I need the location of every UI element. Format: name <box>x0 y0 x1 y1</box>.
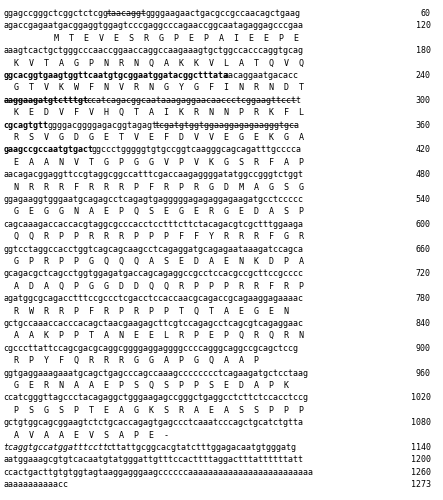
Text: ggagccgggctcggctctcgg: ggagccgggctcggctctcgg <box>4 9 109 18</box>
Text: taacaggt: taacaggt <box>106 9 146 18</box>
Text: N  R  R  R  F  R  R  R  P  F  R  P  R  G  D  M  A  G  S  G: N R R R F R R R P F R P R G D M A G S G <box>4 182 303 192</box>
Text: 360: 360 <box>416 120 431 130</box>
Text: ggccctgggggtgtgccggtcaagggcagcagatttgcccca: ggccctgggggtgtgccggtcaagggcagcagatttgccc… <box>91 146 301 154</box>
Text: G  P  R  P  P  G  Q  Q  Q  A  S  E  D  A  E  N  K  D  P  A: G P R P P G Q Q Q A S E D A E N K D P A <box>4 257 303 266</box>
Text: 1260: 1260 <box>411 468 431 477</box>
Text: A  A  K  P  P  T  A  N  E  E  L  R  P  E  P  Q  R  Q  R  N: A A K P P T A N E E L R P E P Q R Q R N <box>4 332 303 340</box>
Text: 600: 600 <box>416 220 431 229</box>
Text: tcaggtgccatggatttcctt: tcaggtgccatggatttcctt <box>4 443 109 452</box>
Text: cgcccttattccagcgacgcaggcggggaggaggggccccagggcaggccgcagctccg: cgcccttattccagcgacgcaggcggggaggaggggcccc… <box>4 344 299 353</box>
Text: G  E  G  G  N  A  E  P  Q  S  E  G  E  R  G  E  D  A  S  P: G E G G N A E P Q S E G E R G E D A S P <box>4 208 303 216</box>
Text: P  S  G  S  P  T  E  A  G  K  S  R  A  E  A  S  S  P  P  P: P S G S P T E A G K S R A E A S S P P P <box>4 406 303 415</box>
Text: 1200: 1200 <box>411 456 431 464</box>
Text: 900: 900 <box>416 344 431 353</box>
Text: M  T  E  V  E  S  R  G  P  E  P  A  I  E  E  P  E: M T E V E S R G P E P A I E E P E <box>4 34 299 43</box>
Text: ggagaaggtgggaatgcagagcctcagagtgagggggagagaggagaagatgcctccccc: ggagaaggtgggaatgcagagcctcagagtgagggggaga… <box>4 195 303 204</box>
Text: cttattgcggcacgtatctttggagacaatgtgggatg: cttattgcggcacgtatctttggagacaatgtgggatg <box>106 443 296 452</box>
Text: Q  Q  R  P  P  R  R  R  P  P  P  F  F  Y  R  R  R  F  G  R: Q Q R P P R R R P P P F F Y R R R F G R <box>4 232 303 241</box>
Text: agaccgagaatgacggaggtggagtcccgaggcccagaaccggcaatagaggagcccgaa: agaccgagaatgacggaggtggagtcccgaggcccagaac… <box>4 22 303 30</box>
Text: 1140: 1140 <box>411 443 431 452</box>
Text: aatggaaagcgtgtcacaatgtatgggattgtttccacttttaggactttattttttatt: aatggaaagcgtgtcacaatgtatgggattgtttccactt… <box>4 456 303 464</box>
Text: 420: 420 <box>416 146 431 154</box>
Text: aaaaaaaaaaacc: aaaaaaaaaaacc <box>4 480 69 489</box>
Text: ggggacggggagacggtagagt: ggggacggggagacggtagagt <box>47 120 157 130</box>
Text: ggcacggtgaagtggttcaatgtgcggaatggatacggctttata: ggcacggtgaagtggttcaatgtgcggaatggatacggct… <box>4 71 229 80</box>
Text: 180: 180 <box>416 46 431 55</box>
Text: G  E  R  N  A  A  E  P  S  Q  S  P  P  S  E  D  A  P  K: G E R N A A E P S Q S P P S E D A P K <box>4 381 288 390</box>
Text: K  V  T  A  G  P  N  R  N  Q  A  K  K  V  L  A  T  Q  V  Q: K V T A G P N R N Q A K K V L A T Q V Q <box>4 58 303 68</box>
Text: 1273: 1273 <box>411 480 431 489</box>
Text: ggtgaggaaagaaatgcagctgagcccagccaaagcccccccctcagaagatgctcctaag: ggtgaggaaagaaatgcagctgagcccagccaaagccccc… <box>4 368 308 378</box>
Text: E  A  A  N  V  T  G  P  G  G  V  P  V  K  G  S  R  F  A  P: E A A N V T G P G G V P V K G S R F A P <box>4 158 303 167</box>
Text: ccatcgggttagccctacagaggctgggaagagccgggctgaggcctcttctccacctccg: ccatcgggttagccctacagaggctgggaagagccgggct… <box>4 394 308 402</box>
Text: 60: 60 <box>420 9 431 18</box>
Text: gaagccgccaatgtgact: gaagccgccaatgtgact <box>4 146 93 154</box>
Text: R  S  V  G  D  G  E  T  V  E  F  D  V  V  E  G  E  K  G  A: R S V G D G E T V E F D V V E G E K G A <box>4 133 303 142</box>
Text: 1020: 1020 <box>411 394 431 402</box>
Text: agatggcgcagacctttccgccctcgacctccaccaacgcagaccgcagaaggagaaaac: agatggcgcagacctttccgccctcgacctccaccaacgc… <box>4 294 303 303</box>
Text: ggtcctaggccacctggtcagcagcaagcctcagaggatgcagagaataaagatccagca: ggtcctaggccacctggtcagcagcaagcctcagaggatg… <box>4 244 303 254</box>
Text: aaggaagatgtctttgt: aaggaagatgtctttgt <box>4 96 89 105</box>
Text: R  P  Y  F  Q  R  R  R  G  G  A  P  G  Q  A  A  P: R P Y F Q R R R G G A P G Q A A P <box>4 356 259 365</box>
Text: ccactgacttgtgtggtagtaaggagggaagccccccaaaaaaaaaaaaaaaaaaaaaaaaa: ccactgacttgtgtggtagtaaggagggaagccccccaaa… <box>4 468 314 477</box>
Text: 540: 540 <box>416 195 431 204</box>
Text: K  E  D  V  F  V  H  Q  T  A  I  K  R  N  N  P  R  K  F  L: K E D V F V H Q T A I K R N N P R K F L <box>4 108 303 117</box>
Text: 300: 300 <box>416 96 431 105</box>
Text: aacaggaatgacacc: aacaggaatgacacc <box>223 71 298 80</box>
Text: 240: 240 <box>416 71 431 80</box>
Text: ggggaagaactgacgccgccaacagctgaag: ggggaagaactgacgccgccaacagctgaag <box>145 9 300 18</box>
Text: ccatcagacggcaataaagaggaacaaccctcggaagttcctt: ccatcagacggcaataaagaggaacaaccctcggaagttc… <box>86 96 302 105</box>
Text: G  T  V  K  W  F  N  V  R  N  G  Y  G  F  I  N  R  N  D  T: G T V K W F N V R N G Y G F I N R N D T <box>4 84 303 92</box>
Text: gcagacgctcagcctggtggagatgaccagcagaggccgcctccacgccgcttccgcccc: gcagacgctcagcctggtggagatgaccagcagaggccgc… <box>4 270 303 278</box>
Text: 960: 960 <box>416 368 431 378</box>
Text: 480: 480 <box>416 170 431 179</box>
Text: aaagtcactgctgggcccaaccggaaccaggccaagaaagtgctggccacccaggtgcag: aaagtcactgctgggcccaaccggaaccaggccaagaaag… <box>4 46 303 55</box>
Text: gctgccaaaccacccacagctaacgaagagcttcgtccagagcctcagcgtcagaggaac: gctgccaaaccacccacagctaacgaagagcttcgtccag… <box>4 319 303 328</box>
Text: aacagacggaggttccgtaggcggccatttcgaccaagaggggatatggccgggtctggt: aacagacggaggttccgtaggcggccatttcgaccaagag… <box>4 170 303 179</box>
Text: gctgtggcagcggaagtctctgcaccagagtgagccctcaaatcccagctgcatctgtta: gctgtggcagcggaagtctctgcaccagagtgagccctca… <box>4 418 303 427</box>
Text: tcgatgtggtggaaggagagaagggtgca: tcgatgtggtggaaggagagaagggtgca <box>155 120 300 130</box>
Text: 660: 660 <box>416 244 431 254</box>
Text: 720: 720 <box>416 270 431 278</box>
Text: 780: 780 <box>416 294 431 303</box>
Text: 840: 840 <box>416 319 431 328</box>
Text: A  D  A  Q  P  G  G  D  D  Q  Q  R  P  P  P  R  R  F  R  P: A D A Q P G G D D Q Q R P P P R R F R P <box>4 282 303 291</box>
Text: cagcaaagaccaccacgtaggcgcccacctcctttcttctacagacgtcgctttggaaga: cagcaaagaccaccacgtaggcgcccacctcctttcttct… <box>4 220 303 229</box>
Text: R  W  R  R  P  F  R  P  R  P  P  T  Q  T  A  E  G  E  N: R W R R P F R P R P P T Q T A E G E N <box>4 306 288 316</box>
Text: 120: 120 <box>416 22 431 30</box>
Text: 1080: 1080 <box>411 418 431 427</box>
Text: cgcagtgtt: cgcagtgtt <box>4 120 49 130</box>
Text: A  V  A  A  E  V  S  A  P  E  -: A V A A E V S A P E - <box>4 430 168 440</box>
